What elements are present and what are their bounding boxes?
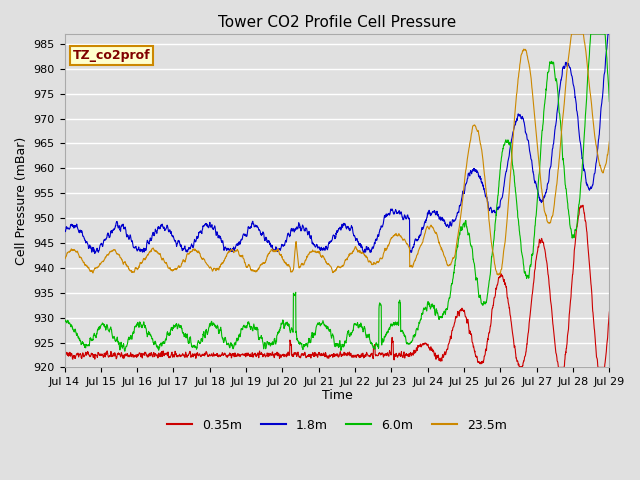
Y-axis label: Cell Pressure (mBar): Cell Pressure (mBar) (15, 136, 28, 265)
X-axis label: Time: Time (321, 388, 353, 401)
Text: TZ_co2prof: TZ_co2prof (73, 49, 150, 62)
Legend: 0.35m, 1.8m, 6.0m, 23.5m: 0.35m, 1.8m, 6.0m, 23.5m (162, 414, 512, 437)
Title: Tower CO2 Profile Cell Pressure: Tower CO2 Profile Cell Pressure (218, 15, 456, 30)
